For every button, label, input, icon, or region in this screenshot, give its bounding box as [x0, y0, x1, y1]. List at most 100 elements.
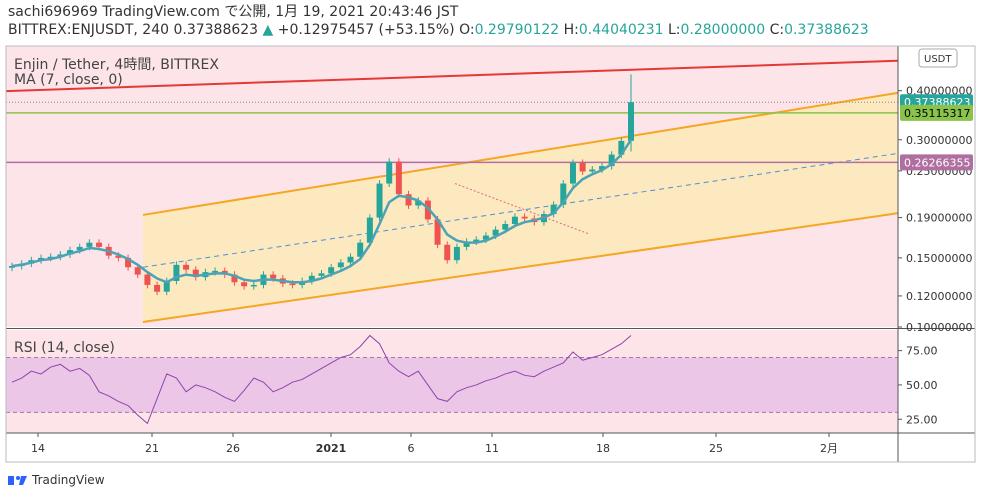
- ma-line: [11, 139, 633, 284]
- candle-body: [521, 216, 528, 219]
- time-tick-label: 25: [709, 442, 723, 455]
- candle-body: [9, 266, 15, 268]
- candle-body: [250, 284, 257, 287]
- candle-body: [366, 217, 373, 243]
- tradingview-logo-icon: [8, 476, 27, 485]
- candle-body: [589, 169, 596, 172]
- price-tick-label: 0.19000000: [906, 212, 972, 225]
- rsi-band: [6, 357, 898, 413]
- candle-body: [86, 242, 93, 247]
- candle-body: [608, 154, 615, 167]
- chart-title: Enjin / Tether, 4時間, BITTREX: [14, 57, 219, 73]
- candle-body: [569, 162, 576, 184]
- candle-body: [376, 183, 383, 218]
- candle-body: [444, 244, 451, 261]
- rsi-tick-label: 75.00: [906, 345, 938, 358]
- time-tick-label: 26: [226, 442, 240, 455]
- candle-body: [154, 284, 161, 292]
- price-tick-label: 0.30000000: [906, 134, 972, 147]
- up-arrow-icon: ▲: [262, 22, 274, 38]
- close-value: 0.37388623: [784, 22, 869, 38]
- candle-body: [289, 283, 296, 286]
- time-tick-label: 6: [408, 442, 415, 455]
- candle-body: [163, 280, 170, 292]
- ma-legend: MA (7, close, 0): [14, 72, 123, 88]
- candle-body: [579, 162, 586, 172]
- candle-body: [76, 246, 83, 251]
- candle-body: [511, 216, 518, 224]
- candle-body: [183, 264, 190, 270]
- candle-body: [125, 257, 132, 268]
- price-label-badge: [900, 154, 973, 171]
- tradingview-label: TradingView: [32, 473, 105, 487]
- time-tick-label: 21: [145, 442, 159, 455]
- rsi-line: [11, 334, 632, 425]
- time-tick-label: 18: [596, 442, 610, 455]
- candle-body: [453, 246, 460, 261]
- high-value: 0.44040231: [578, 22, 664, 38]
- candle-body: [241, 282, 248, 287]
- rsi-tick-label: 50.00: [906, 379, 938, 392]
- channel-fill: [143, 92, 898, 322]
- price-label-badge: [900, 104, 973, 121]
- channel-midline: [142, 152, 899, 268]
- candle-body: [270, 274, 277, 279]
- publish-info: sachi696969 TradingView.com で公開, 1月 19, …: [8, 4, 459, 20]
- candle-body: [212, 270, 219, 273]
- candle-body: [482, 235, 489, 240]
- time-tick-label: 14: [31, 442, 45, 455]
- candle-body: [115, 255, 122, 258]
- close-key: C:: [769, 22, 785, 38]
- candle-body: [434, 219, 441, 245]
- candle-body: [337, 262, 344, 268]
- candle-body: [502, 223, 509, 230]
- rsi-tick-label: 25.00: [906, 413, 938, 426]
- candle-body: [618, 140, 625, 155]
- resistance-line: [5, 59, 899, 93]
- candle-body: [192, 269, 199, 278]
- price-tick-label: 0.15000000: [906, 252, 972, 265]
- candle-body: [395, 161, 402, 195]
- price-tick-label: 0.10000000: [906, 321, 972, 334]
- candle-body: [328, 267, 335, 274]
- price-tick-label: 0.12000000: [906, 290, 972, 303]
- tradingview-brand[interactable]: TradingView: [8, 473, 105, 487]
- candle-body: [231, 274, 238, 283]
- currency-badge: [918, 48, 958, 68]
- high-key: H:: [563, 22, 579, 38]
- low-key: L:: [667, 22, 681, 38]
- candle-body: [318, 273, 325, 276]
- ohlc-row: BITTREX:ENJUSDT, 240 0.37388623 ▲ +0.129…: [8, 21, 869, 39]
- candle-body: [357, 242, 364, 257]
- candle-body: [47, 256, 54, 259]
- candle-body: [560, 183, 567, 205]
- currency-badge-label: USDT: [924, 54, 952, 65]
- time-tick-label: 11: [485, 442, 499, 455]
- candle-body: [308, 275, 315, 281]
- low-value: 0.28000000: [680, 22, 766, 38]
- time-tick-label: 2月: [820, 442, 838, 455]
- candle-body: [386, 161, 393, 184]
- open-key: O:: [459, 22, 475, 38]
- candle-body: [173, 264, 180, 281]
- candle-body: [144, 274, 151, 285]
- candle-body: [347, 256, 354, 263]
- candle-body: [424, 200, 431, 220]
- candle-body: [463, 241, 470, 247]
- price-change: +0.12975457 (+53.15%): [277, 22, 455, 38]
- symbol-info: BITTREX:ENJUSDT, 240 0.37388623: [8, 22, 259, 38]
- candle-body: [415, 200, 422, 206]
- price-label-text: 0.26266355: [904, 156, 970, 169]
- candle-body: [473, 239, 480, 242]
- candle-body: [405, 194, 412, 206]
- time-tick-label: 2021: [316, 442, 347, 455]
- candle-body: [598, 166, 605, 170]
- price-label-text: 0.35115317: [904, 107, 970, 120]
- channel-lower-line: [142, 212, 899, 323]
- candle-body: [492, 229, 499, 236]
- open-value: 0.29790122: [474, 22, 560, 38]
- candle-body: [96, 242, 103, 247]
- chart-frame: [5, 45, 976, 463]
- candle-body: [550, 204, 557, 215]
